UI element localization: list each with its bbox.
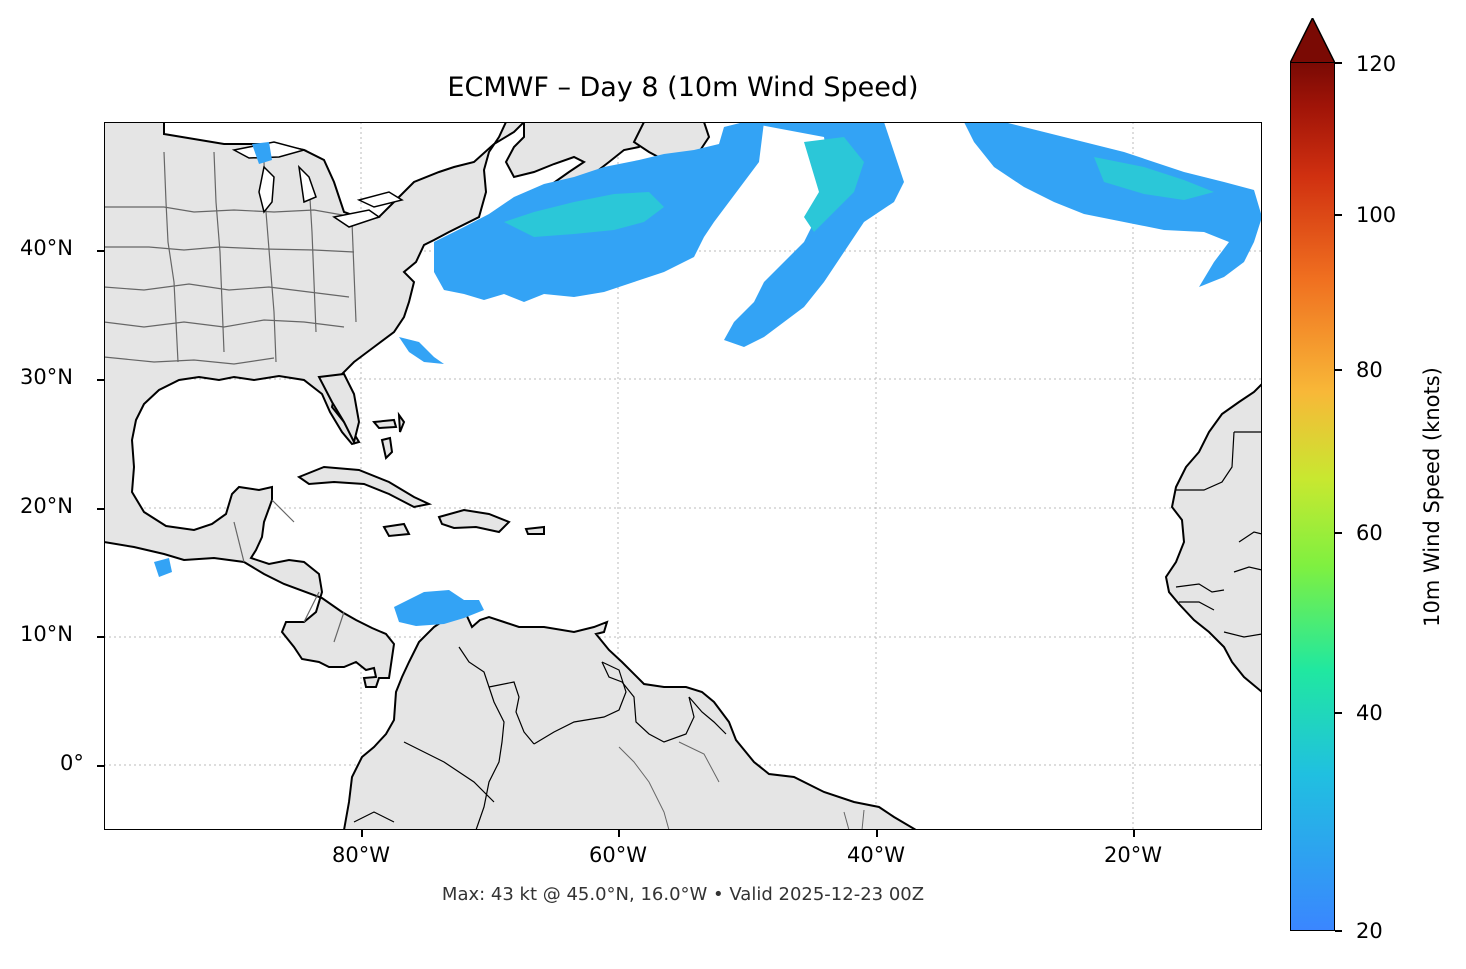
colorbar-tick [1335,532,1342,534]
x-tick-label: 60°W [589,843,647,867]
brazil-states [618,741,865,830]
caribbean-islands [296,411,545,538]
x-tick-label: 40°W [847,843,905,867]
map-title: ECMWF – Day 8 (10m Wind Speed) [447,72,919,103]
colorbar-tick [1335,930,1342,932]
colorbar-tick [1335,214,1342,216]
y-tick-label: 30°N [20,365,73,389]
africa-land [1164,382,1262,694]
y-tick-label: 40°N [20,236,73,260]
colorbar-label: 40 [1356,701,1383,725]
colorbar-tick [1335,712,1342,714]
colorbar-label: 120 [1356,52,1397,76]
wind-speed-field [154,122,1262,626]
africa-borders [1175,431,1262,638]
south-america-land [342,605,918,830]
colorbar-extend-arrow [1290,18,1335,63]
x-tickmark [1133,830,1135,837]
y-tickmark [97,765,104,767]
map-footer: Max: 43 kt @ 45.0°N, 16.0°W • Valid 2025… [441,884,925,905]
y-tickmark [97,636,104,638]
map-svg [104,122,1262,830]
colorbar-label: 20 [1356,919,1383,943]
colorbar-label: 60 [1356,521,1383,545]
colorbar-tick [1335,62,1342,64]
x-tickmark [361,830,363,837]
y-tick-label: 10°N [20,622,73,646]
colorbar [1290,62,1335,931]
colorbar-title: 10m Wind Speed (knots) [1420,367,1444,627]
x-tick-label: 80°W [332,843,390,867]
y-tick-label: 0° [60,751,84,775]
x-tickmark [618,830,620,837]
x-tickmark [876,830,878,837]
florida [317,372,361,445]
y-tickmark [97,250,104,252]
colorbar-label: 100 [1356,203,1397,227]
us-state-borders [104,151,357,643]
colorbar-tick [1335,369,1342,371]
y-tick-label: 20°N [20,494,73,518]
y-tickmark [97,379,104,381]
north-america-land [104,122,526,688]
map-area[interactable] [104,122,1262,830]
x-tick-label: 20°W [1104,843,1162,867]
colorbar-label: 80 [1356,358,1383,382]
y-tickmark [97,508,104,510]
south-america-borders [353,646,727,830]
